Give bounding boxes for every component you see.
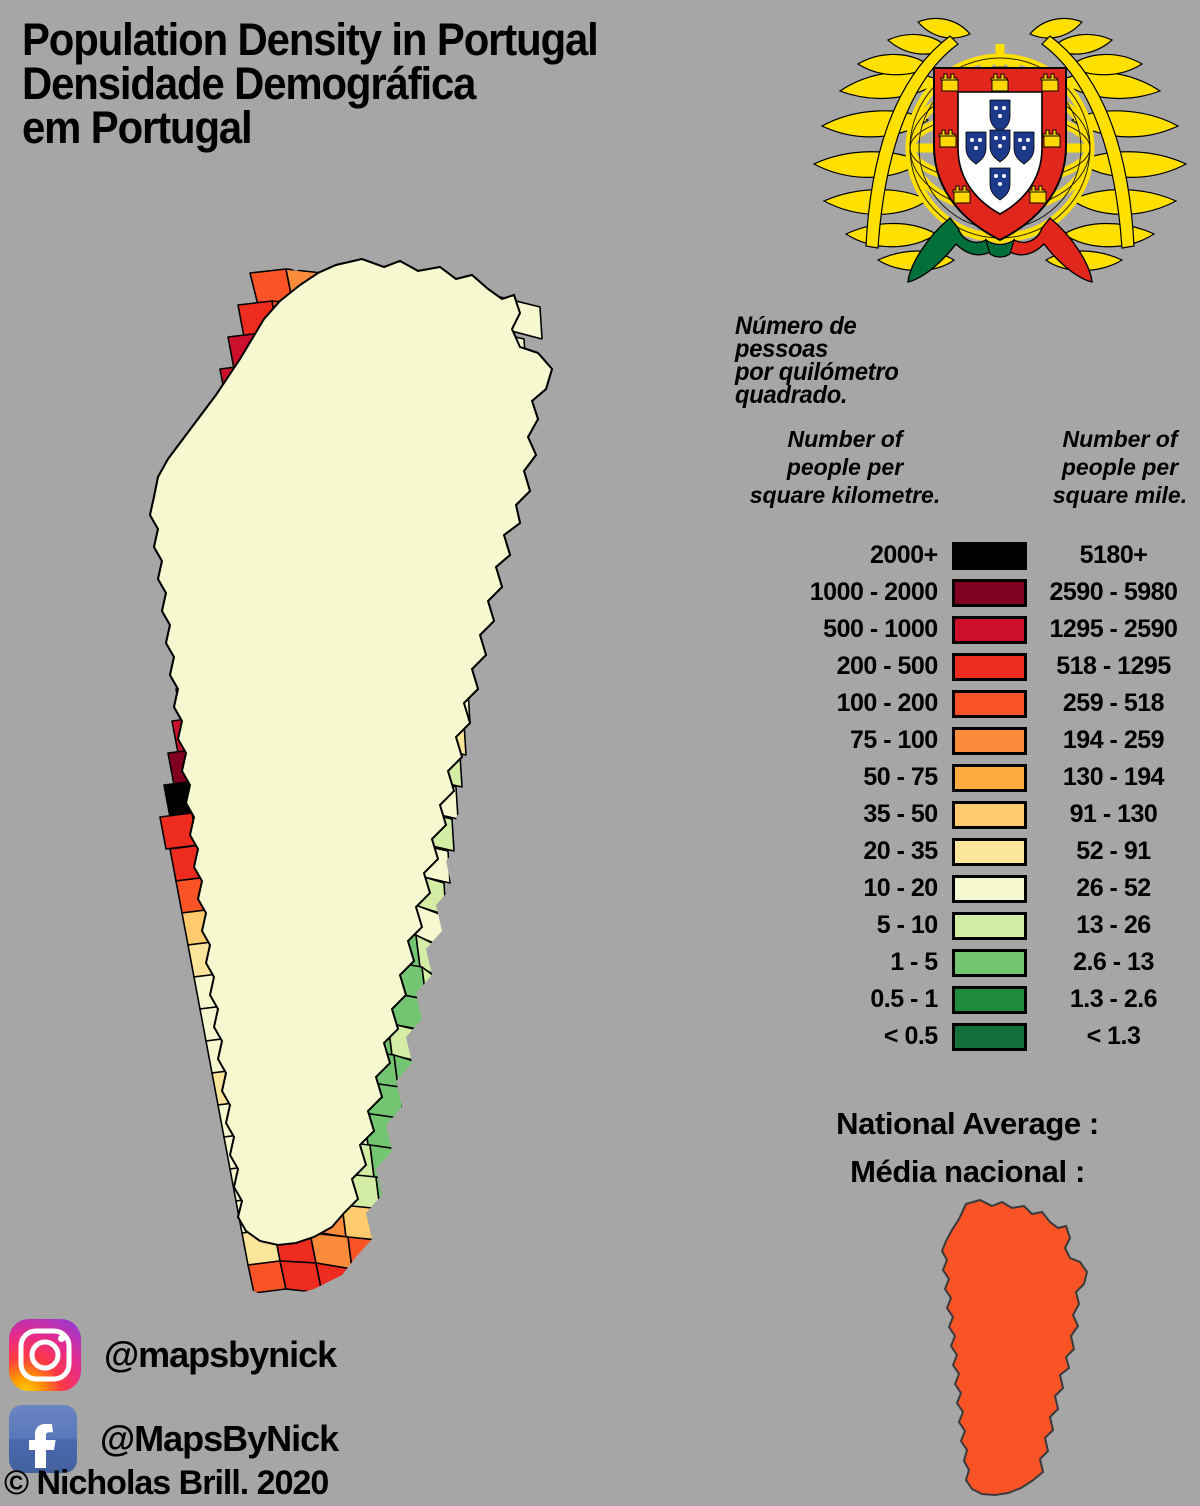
legend-value-km: 2000+ xyxy=(870,541,938,569)
legend-value-mile: 518 - 1295 xyxy=(1056,652,1171,680)
legend-value-mile: 91 - 130 xyxy=(1069,800,1158,828)
legend-intro-line-4: quadrado. xyxy=(735,381,848,409)
legend-value-mile: 13 - 26 xyxy=(1076,911,1151,939)
legend-color-swatch xyxy=(951,1022,1027,1051)
legend-color-swatch xyxy=(951,800,1027,829)
legend-header-kilometre: Number of people per square kilometre. xyxy=(745,425,945,509)
legend-value-mile: 1.3 - 2.6 xyxy=(1069,985,1158,1013)
legend-value-km: 50 - 75 xyxy=(863,763,938,791)
legend-color-swatch xyxy=(951,689,1027,718)
legend-value-km: 0.5 - 1 xyxy=(870,985,938,1013)
facebook-icon[interactable] xyxy=(8,1404,78,1474)
legend-color-swatch xyxy=(951,578,1027,607)
national-average-label-english: National Average : xyxy=(836,1106,1099,1141)
legend-color-swatch xyxy=(951,726,1027,755)
legend-color-swatch xyxy=(951,837,1027,866)
legend-value-mile: 2.6 - 13 xyxy=(1073,948,1154,976)
legend-value-mile: 52 - 91 xyxy=(1076,837,1151,865)
coat-of-arms-of-portugal xyxy=(800,0,1200,296)
legend-color-swatch xyxy=(951,615,1027,644)
legend-row: 50 - 75 130 - 194 xyxy=(735,759,1200,796)
legend-row: 2000+ 5180+ xyxy=(735,537,1200,574)
legend-intro-portuguese: Número de pessoas por quilómetro quadrad… xyxy=(735,312,1177,409)
legend-header-mi-line-2: people per xyxy=(1061,454,1179,481)
legend-value-mile: 5180+ xyxy=(1079,541,1148,569)
national-average-label-portuguese: Média nacional : xyxy=(850,1154,1085,1190)
instagram-icon[interactable] xyxy=(8,1318,82,1392)
legend-value-mile: 194 - 259 xyxy=(1062,726,1165,754)
legend-value-km: 100 - 200 xyxy=(836,689,939,717)
legend-value-km: 500 - 1000 xyxy=(823,615,938,643)
legend-row: 200 - 500 518 - 1295 xyxy=(735,648,1200,685)
instagram-row[interactable]: @mapsbynick xyxy=(8,1318,337,1392)
legend-value-km: 75 - 100 xyxy=(849,726,938,754)
legend-row: 1000 - 2000 2590 - 5980 xyxy=(735,574,1200,611)
legend-row: 100 - 200 259 - 518 xyxy=(735,685,1200,722)
legend-row: 75 - 100 194 - 259 xyxy=(735,722,1200,759)
legend-row: 1 - 5 2.6 - 13 xyxy=(735,944,1200,981)
legend-value-km: 10 - 20 xyxy=(863,874,938,902)
legend-header-km-line-3: square kilometre. xyxy=(749,482,941,509)
legend-intro-line-2: pessoas xyxy=(735,335,829,363)
facebook-row[interactable]: @MapsByNick xyxy=(8,1404,339,1474)
instagram-handle[interactable]: @mapsbynick xyxy=(104,1334,337,1375)
title-line-portuguese-1: Densidade Demográfica xyxy=(22,58,476,110)
legend-row: 20 - 35 52 - 91 xyxy=(735,833,1200,870)
legend-intro-line-1: Número de xyxy=(735,312,857,340)
legend-color-swatch xyxy=(951,948,1027,977)
legend-row: 0.5 - 1 1.3 - 2.6 xyxy=(735,981,1200,1018)
legend-class-rows: 2000+ 5180+ 1000 - 2000 2590 - 5980 500 - 10… xyxy=(735,537,1200,1055)
legend-color-swatch xyxy=(951,874,1027,903)
legend-header-mi-line-3: square mile. xyxy=(1052,482,1188,509)
page-title: Population Density in Portugal Densidade… xyxy=(22,14,782,154)
legend-value-km: < 0.5 xyxy=(883,1022,938,1050)
legend-row: 5 - 10 13 - 26 xyxy=(735,907,1200,944)
legend-value-km: 20 - 35 xyxy=(863,837,938,865)
legend-color-swatch xyxy=(951,763,1027,792)
title-line-english: Population Density in Portugal xyxy=(22,14,599,65)
legend-color-swatch xyxy=(951,652,1027,681)
legend-color-swatch xyxy=(951,911,1027,940)
portugal-municipalities-choropleth-map xyxy=(100,255,660,1325)
legend-header-mile: Number of people per square mile. xyxy=(1020,425,1200,509)
legend-value-mile: 1295 - 2590 xyxy=(1049,615,1178,643)
legend-header-mi-line-1: Number of xyxy=(1062,426,1178,452)
legend-row: < 0.5 < 1.3 xyxy=(735,1018,1200,1055)
legend-color-swatch xyxy=(951,541,1027,570)
facebook-handle[interactable]: @MapsByNick xyxy=(100,1418,339,1459)
legend-intro-line-3: por quilómetro xyxy=(735,358,899,386)
legend-value-km: 1 - 5 xyxy=(890,948,938,976)
national-average-country-swatch xyxy=(880,1198,1090,1498)
legend-header-km-line-2: people per xyxy=(786,454,904,481)
national-average-block: National Average : Média nacional : xyxy=(735,1100,1200,1196)
legend-row: 500 - 1000 1295 - 2590 xyxy=(735,611,1200,648)
legend-value-mile: 2590 - 5980 xyxy=(1049,578,1178,606)
legend-row: 10 - 20 26 - 52 xyxy=(735,870,1200,907)
legend-header-km-line-1: Number of xyxy=(787,426,903,452)
legend-value-km: 1000 - 2000 xyxy=(809,578,938,606)
map-legend: Número de pessoas por quilómetro quadrad… xyxy=(735,312,1200,1055)
legend-value-mile: 26 - 52 xyxy=(1076,874,1151,902)
legend-value-mile: < 1.3 xyxy=(1086,1022,1141,1050)
title-line-portuguese-2: em Portugal xyxy=(22,102,253,154)
legend-color-swatch xyxy=(951,985,1027,1014)
legend-value-km: 35 - 50 xyxy=(863,800,938,828)
legend-value-km: 5 - 10 xyxy=(876,911,938,939)
legend-value-km: 200 - 500 xyxy=(836,652,939,680)
legend-row: 35 - 50 91 - 130 xyxy=(735,796,1200,833)
copyright-notice: © Nicholas Brill. 2020 xyxy=(4,1464,329,1502)
legend-value-mile: 259 - 518 xyxy=(1062,689,1165,717)
legend-value-mile: 130 - 194 xyxy=(1062,763,1165,791)
legend-column-headers: Number of people per square kilometre. N… xyxy=(735,425,1200,535)
